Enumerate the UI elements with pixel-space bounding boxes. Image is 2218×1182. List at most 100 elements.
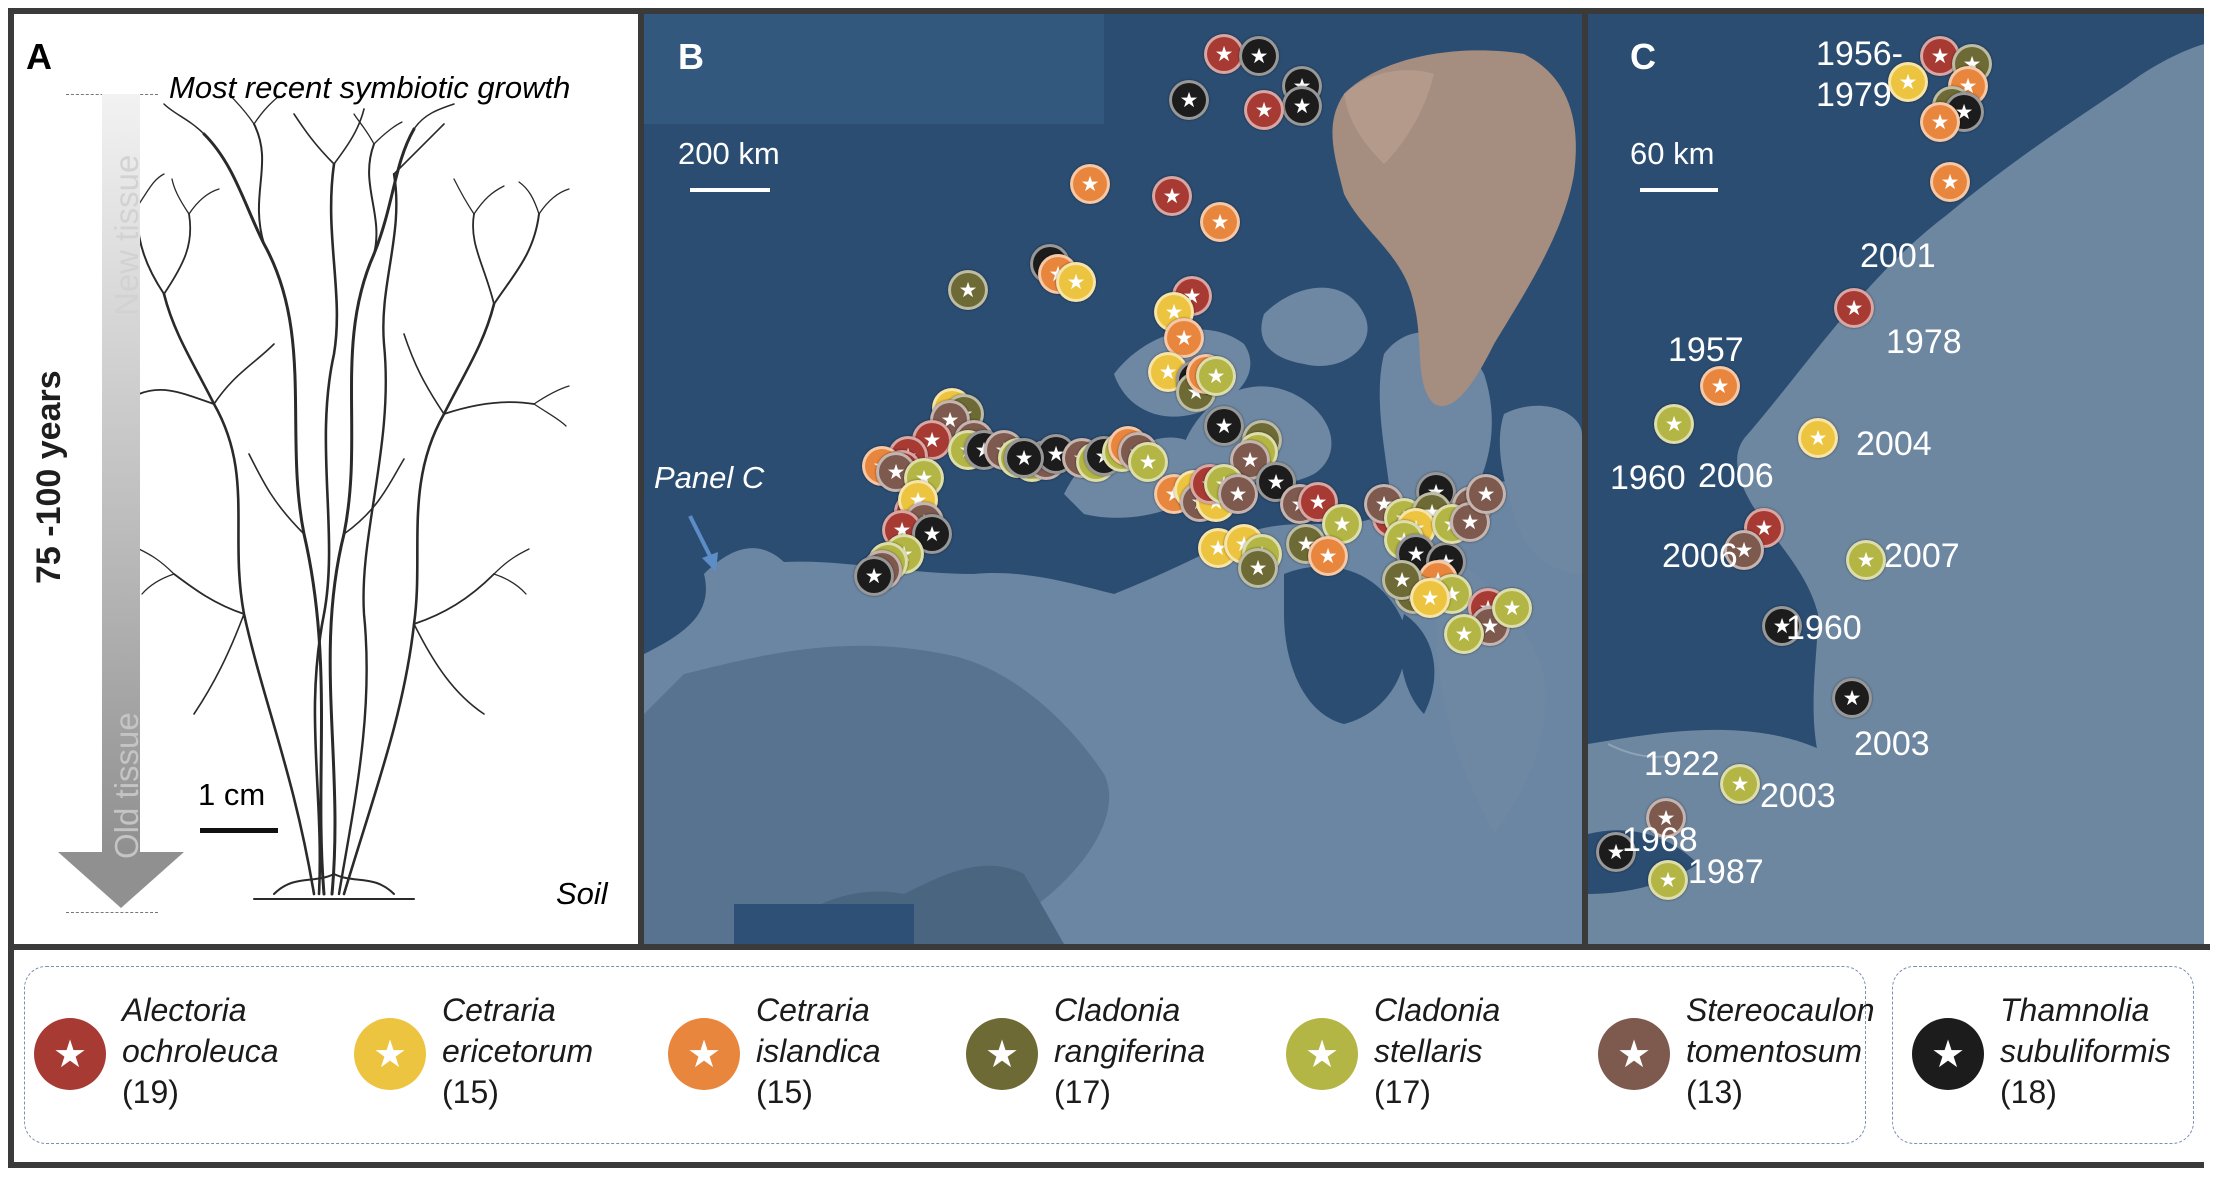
species-name: Cladonia rangiferina — [1054, 990, 1205, 1072]
bottom-dash — [66, 912, 158, 913]
star-icon[interactable]: ★ — [1466, 474, 1506, 514]
year-label: 1987 — [1688, 853, 1764, 891]
star-icon[interactable]: ★ — [1492, 588, 1532, 628]
star-icon[interactable]: ★ — [1762, 606, 1802, 646]
panel-b-letter: B — [678, 36, 704, 77]
species-count: (17) — [1054, 1074, 1111, 1110]
star-icon[interactable]: ★ — [1410, 578, 1450, 618]
species-count: (17) — [1374, 1074, 1431, 1110]
star-icon[interactable]: ★ — [1218, 474, 1258, 514]
star-icon[interactable]: ★ — [1256, 462, 1296, 502]
legend-group-main — [24, 966, 1866, 1144]
panel-c-map: C 60 km ★★★★★★★★★★★★★★★★★★★★★1956- 19792… — [1588, 14, 2204, 944]
star-icon[interactable]: ★ — [1720, 764, 1760, 804]
panel-b-map: B 200 km Panel C ★ ★ ★ ★ ★ ★ ★ ★ ★ ★ ★ ★ ★ ★ ★ ★ ★ ★ ★ ★ ★ ★ ★… — [644, 14, 1582, 944]
star-icon: ★ — [354, 1018, 426, 1090]
star-icon[interactable]: ★ — [948, 270, 988, 310]
star-icon[interactable]: ★ — [1930, 162, 1970, 202]
star-icon: ★ — [966, 1018, 1038, 1090]
star-icon[interactable]: ★ — [1596, 832, 1636, 872]
species-epithet: ericetorum — [442, 1033, 594, 1069]
species-count: (15) — [442, 1074, 499, 1110]
divider-maps-legend — [8, 944, 2210, 950]
species-genus: Cetraria — [756, 992, 870, 1028]
star-icon[interactable]: ★ — [1152, 176, 1192, 216]
new-tissue-label: New tissue — [108, 154, 145, 316]
tissue-age-arrow — [102, 94, 140, 874]
star-icon: ★ — [1912, 1018, 1984, 1090]
star-icon[interactable]: ★ — [1648, 860, 1688, 900]
species-name: Cladonia stellaris — [1374, 990, 1500, 1072]
year-label: 2007 — [1884, 537, 1960, 575]
year-label: 1956- 1979 — [1816, 35, 1903, 114]
species-count: (13) — [1686, 1074, 1743, 1110]
species-genus: Cladonia — [1374, 992, 1501, 1028]
star-icon[interactable]: ★ — [1056, 262, 1096, 302]
year-label: 1922 — [1644, 745, 1720, 783]
star-icon[interactable]: ★ — [1308, 536, 1348, 576]
legend-group-thamnolia — [1892, 966, 2194, 1144]
species-genus: Cladonia — [1054, 992, 1181, 1028]
star-icon[interactable]: ★ — [1920, 102, 1960, 142]
arrow-head — [58, 852, 184, 908]
old-tissue-label: Old tissue — [108, 712, 145, 859]
year-label: 1968 — [1622, 821, 1698, 859]
star-icon[interactable]: ★ — [1724, 530, 1764, 570]
scale-label-b: 200 km — [678, 136, 780, 171]
top-label: Most recent symbiotic growth — [169, 70, 571, 105]
year-label: 2003 — [1854, 725, 1930, 763]
callout-arrow-icon — [688, 515, 718, 572]
soil-label: Soil — [556, 876, 608, 911]
star-icon[interactable]: ★ — [1700, 366, 1740, 406]
star-icon[interactable]: ★ — [1070, 164, 1110, 204]
species-count: (15) — [756, 1074, 813, 1110]
species-epithet: stellaris — [1374, 1033, 1483, 1069]
star-icon[interactable]: ★ — [854, 556, 894, 596]
lichen-drawing — [105, 93, 570, 900]
star-icon[interactable]: ★ — [1239, 36, 1279, 76]
star-icon: ★ — [1286, 1018, 1358, 1090]
star-icon[interactable]: ★ — [1164, 318, 1204, 358]
panel-a-letter: A — [26, 36, 52, 77]
star-icon[interactable]: ★ — [1196, 356, 1236, 396]
star-icon[interactable]: ★ — [1834, 288, 1874, 328]
star-icon[interactable]: ★ — [1846, 540, 1886, 580]
species-count: (18) — [2000, 1074, 2057, 1110]
species-name: Cetraria islandica — [756, 990, 881, 1072]
star-icon[interactable]: ★ — [1004, 438, 1044, 478]
star-icon[interactable]: ★ — [1282, 86, 1322, 126]
year-label: 1960 — [1786, 609, 1862, 647]
star-icon[interactable]: ★ — [1888, 62, 1928, 102]
divider-a-b — [638, 14, 644, 944]
star-icon[interactable]: ★ — [1244, 90, 1284, 130]
star-icon[interactable]: ★ — [1200, 202, 1240, 242]
species-name: Stereocaulon tomentosum — [1686, 990, 1875, 1072]
year-label: 1978 — [1886, 323, 1962, 361]
species-genus: Cetraria — [442, 992, 556, 1028]
star-icon[interactable]: ★ — [1204, 34, 1244, 74]
species-name: Thamnolia subuliformis — [2000, 990, 2171, 1072]
species-genus: Alectoria — [122, 992, 247, 1028]
species-name: Cetraria ericetorum — [442, 990, 593, 1072]
species-epithet: tomentosum — [1686, 1033, 1863, 1069]
scale-bar-c — [1640, 188, 1718, 192]
star-icon[interactable]: ★ — [1128, 442, 1168, 482]
year-label: 2004 — [1856, 425, 1932, 463]
star-icon[interactable]: ★ — [1654, 404, 1694, 444]
species-count: (19) — [122, 1074, 179, 1110]
star-icon[interactable]: ★ — [1832, 678, 1872, 718]
star-icon[interactable]: ★ — [1646, 798, 1686, 838]
panel-a: A Most recent symbiotic growth Soil New … — [14, 14, 638, 944]
star-icon[interactable]: ★ — [1444, 614, 1484, 654]
species-epithet: rangiferina — [1054, 1033, 1206, 1069]
star-icon[interactable]: ★ — [912, 514, 952, 554]
star-icon[interactable]: ★ — [1238, 548, 1278, 588]
year-label: 1957 — [1668, 331, 1744, 369]
star-icon[interactable]: ★ — [1798, 418, 1838, 458]
star-icon[interactable]: ★ — [1169, 80, 1209, 120]
star-icon[interactable]: ★ — [1204, 406, 1244, 446]
legend: ★ Alectoria ochroleuca (19) ★ Cetraria ericeto… — [14, 950, 2204, 1162]
year-label: 2006 — [1698, 457, 1774, 495]
species-epithet: ochroleuca — [122, 1033, 279, 1069]
